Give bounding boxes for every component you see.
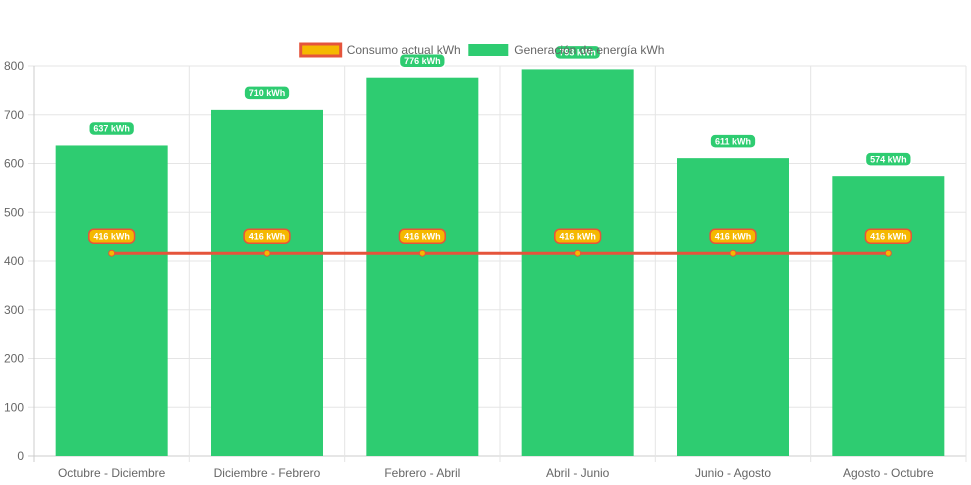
line-point[interactable] bbox=[729, 249, 737, 257]
line-value-label-background bbox=[554, 228, 602, 244]
y-tick-label: 800 bbox=[4, 59, 24, 73]
line-value-label-background bbox=[243, 228, 291, 244]
line-value-label: 416 kWh bbox=[398, 228, 446, 244]
line-value-label-text: 416 kWh bbox=[559, 231, 596, 241]
line-value-label: 416 kWh bbox=[709, 228, 757, 244]
bar[interactable] bbox=[366, 77, 479, 456]
bar-value-label-text: 574 kWh bbox=[870, 154, 907, 164]
bar[interactable] bbox=[832, 176, 945, 457]
line-value-label-text: 416 kWh bbox=[404, 231, 441, 241]
bar-value-label: 574 kWh bbox=[864, 151, 912, 167]
line-value-label: 416 kWh bbox=[554, 228, 602, 244]
bar-value-label: 611 kWh bbox=[709, 133, 757, 149]
grid bbox=[28, 65, 967, 462]
legend-swatch bbox=[299, 42, 343, 58]
bar-value-label: 637 kWh bbox=[88, 120, 136, 137]
bar-value-label-text: 776 kWh bbox=[404, 56, 441, 66]
bar-value-label-text: 793 kWh bbox=[559, 48, 596, 58]
x-axis: Octubre - Diciembre Diciembre - Febrero Fe… bbox=[58, 466, 934, 480]
y-tick-label: 600 bbox=[4, 157, 24, 171]
bar-value-label-background bbox=[88, 120, 136, 137]
line-point[interactable] bbox=[574, 249, 582, 257]
y-tick-label: 700 bbox=[4, 108, 24, 122]
y-tick-label: 200 bbox=[4, 352, 24, 366]
line-value-label: 416 kWh bbox=[88, 228, 136, 244]
y-tick-label: 0 bbox=[17, 449, 24, 463]
legend-label: Consumo actual kWh bbox=[347, 43, 461, 57]
x-tick-label: Junio - Agosto bbox=[695, 466, 771, 480]
legend-item-generacion[interactable]: Generación de energía kWh bbox=[468, 43, 664, 57]
x-tick-label: Octubre - Diciembre bbox=[58, 466, 166, 480]
legend-label: Generación de energía kWh bbox=[514, 43, 664, 57]
bar-value-label-background bbox=[709, 133, 757, 149]
x-tick-label: Febrero - Abril bbox=[384, 466, 460, 480]
line-value-label: 416 kWh bbox=[864, 228, 912, 244]
bar-value-label-text: 611 kWh bbox=[715, 136, 751, 146]
line-value-label: 416 kWh bbox=[243, 228, 291, 244]
legend-swatch bbox=[468, 44, 509, 56]
bar[interactable] bbox=[677, 158, 789, 456]
data-labels: 637 kWh 710 kWh 776 kWh 793 kWh 611 kWh 574 k… bbox=[88, 44, 912, 244]
bar-value-label-text: 637 kWh bbox=[93, 124, 130, 134]
line-value-label-text: 416 kWh bbox=[93, 231, 130, 241]
y-axis: 0 100 200 300 400 500 600 700 800 bbox=[4, 59, 24, 463]
bar-value-label: 710 kWh bbox=[243, 85, 291, 101]
bar-series bbox=[55, 69, 945, 457]
line-point[interactable] bbox=[263, 249, 271, 257]
line-value-label-background bbox=[88, 228, 136, 244]
x-tick-label: Abril - Junio bbox=[546, 466, 610, 480]
line-value-label-text: 416 kWh bbox=[715, 231, 752, 241]
bar-value-label-background bbox=[864, 151, 912, 167]
legend-item-consumo[interactable]: Consumo actual kWh bbox=[299, 42, 461, 58]
line-point[interactable] bbox=[884, 249, 892, 257]
line-point[interactable] bbox=[418, 249, 426, 257]
bar-value-label-text: 710 kWh bbox=[249, 88, 286, 98]
y-tick-label: 100 bbox=[4, 400, 24, 414]
y-tick-label: 400 bbox=[4, 254, 24, 268]
bar[interactable] bbox=[521, 69, 634, 456]
x-tick-label: Agosto - Octubre bbox=[843, 466, 934, 480]
line-value-label-background bbox=[709, 228, 757, 244]
line-value-label-text: 416 kWh bbox=[249, 231, 286, 241]
line-value-label-text: 416 kWh bbox=[870, 231, 907, 241]
bar-value-label: 793 kWh bbox=[554, 44, 602, 61]
bar-value-label-background bbox=[554, 44, 602, 61]
bar-value-label-background bbox=[243, 85, 291, 101]
y-tick-label: 500 bbox=[4, 205, 24, 219]
line-value-label-background bbox=[864, 228, 912, 244]
line-value-label-background bbox=[398, 228, 446, 244]
x-tick-label: Diciembre - Febrero bbox=[214, 466, 321, 480]
bar-value-label-background bbox=[398, 52, 446, 69]
y-tick-label: 300 bbox=[4, 303, 24, 317]
bar[interactable] bbox=[55, 145, 168, 456]
line-point[interactable] bbox=[108, 249, 116, 257]
line-series bbox=[108, 249, 892, 257]
bar[interactable] bbox=[211, 109, 323, 456]
bar-value-label: 776 kWh bbox=[398, 52, 446, 69]
legend[interactable]: Consumo actual kWh Generación de energía … bbox=[299, 42, 665, 58]
